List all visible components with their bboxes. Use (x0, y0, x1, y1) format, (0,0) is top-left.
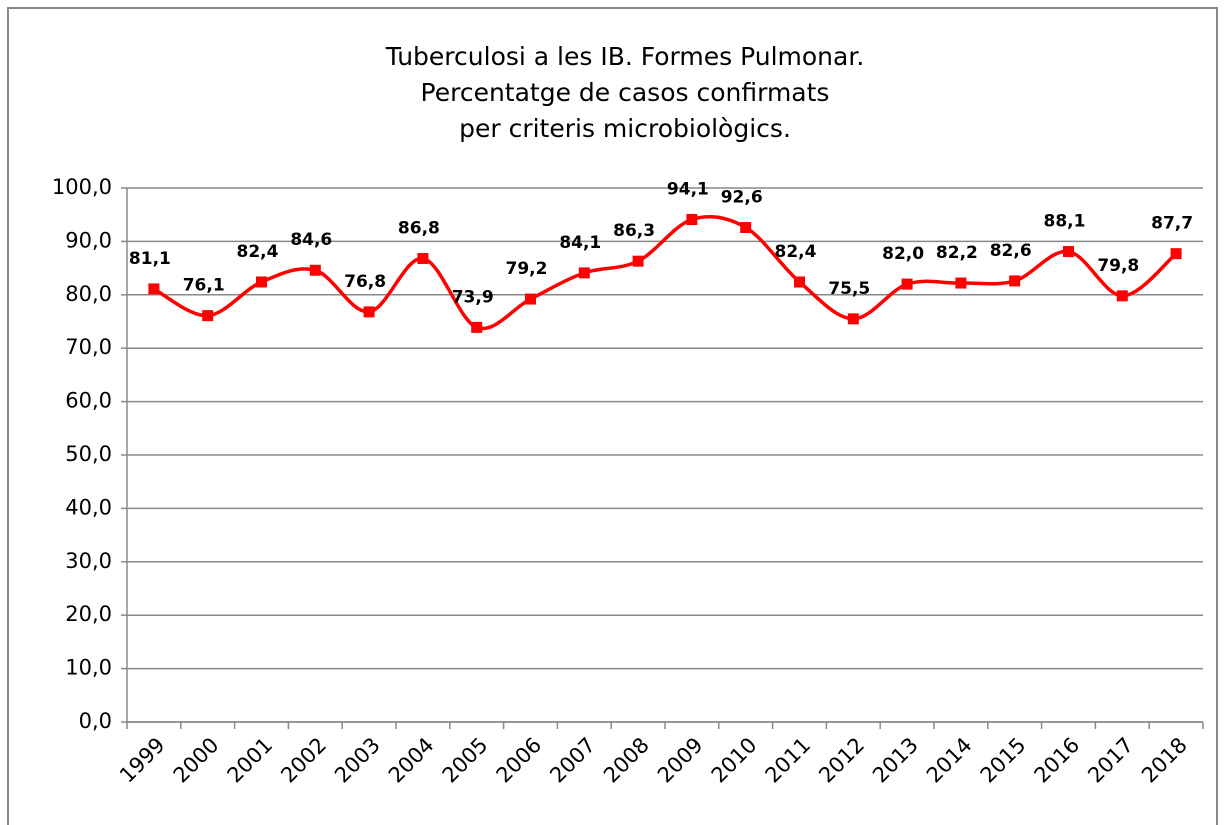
y-tick-label: 50,0 (65, 442, 112, 466)
marker (632, 255, 644, 267)
marker (901, 278, 913, 290)
marker (202, 310, 214, 322)
y-tick-label: 0,0 (79, 709, 112, 733)
marker (256, 276, 267, 288)
marker (1009, 275, 1021, 287)
data-label: 84,6 (290, 230, 332, 250)
y-tick-label: 90,0 (65, 228, 112, 252)
y-tick-label: 80,0 (65, 282, 112, 306)
marker (1116, 290, 1128, 302)
data-label: 76,1 (183, 276, 225, 296)
y-tick-label: 40,0 (65, 495, 112, 519)
chart-title: Tuberculosi a les IB. Formes Pulmonar. (385, 42, 865, 71)
data-label: 82,4 (775, 242, 817, 262)
data-label: 81,1 (129, 249, 171, 269)
y-tick-label: 100,0 (52, 175, 112, 199)
data-label: 82,0 (882, 244, 924, 264)
data-label: 88,1 (1044, 212, 1086, 232)
data-label: 73,9 (452, 287, 494, 307)
marker (363, 306, 375, 318)
data-label: 75,5 (828, 279, 870, 299)
y-tick-label: 10,0 (65, 656, 112, 680)
marker (525, 293, 536, 305)
data-label: 79,8 (1097, 256, 1139, 276)
marker (309, 264, 321, 276)
marker (1063, 246, 1074, 258)
data-label: 82,2 (936, 243, 978, 263)
marker (686, 214, 698, 226)
marker (148, 283, 160, 295)
y-tick-label: 70,0 (65, 335, 112, 359)
chart-frame (7, 7, 1218, 825)
marker (1170, 248, 1182, 260)
data-label: 86,3 (613, 221, 655, 241)
marker (417, 252, 429, 264)
chart-title: Percentatge de casos confirmats (421, 78, 830, 107)
data-label: 86,8 (398, 218, 440, 238)
marker (794, 276, 805, 288)
marker (471, 321, 483, 333)
chart-title: per criteris microbiològics. (459, 114, 791, 143)
data-label: 84,1 (559, 233, 601, 253)
marker (578, 267, 590, 279)
data-label: 92,6 (721, 188, 763, 208)
marker (740, 222, 752, 234)
marker (955, 277, 967, 289)
data-label: 87,7 (1151, 214, 1193, 234)
data-label: 82,6 (990, 241, 1032, 261)
y-tick-label: 60,0 (65, 389, 112, 413)
data-label: 76,8 (344, 272, 386, 292)
marker (847, 313, 859, 325)
data-label: 94,1 (667, 180, 709, 200)
y-tick-label: 30,0 (65, 549, 112, 573)
y-tick-label: 20,0 (65, 602, 112, 626)
data-label: 79,2 (506, 259, 548, 279)
data-label: 82,4 (237, 242, 279, 262)
